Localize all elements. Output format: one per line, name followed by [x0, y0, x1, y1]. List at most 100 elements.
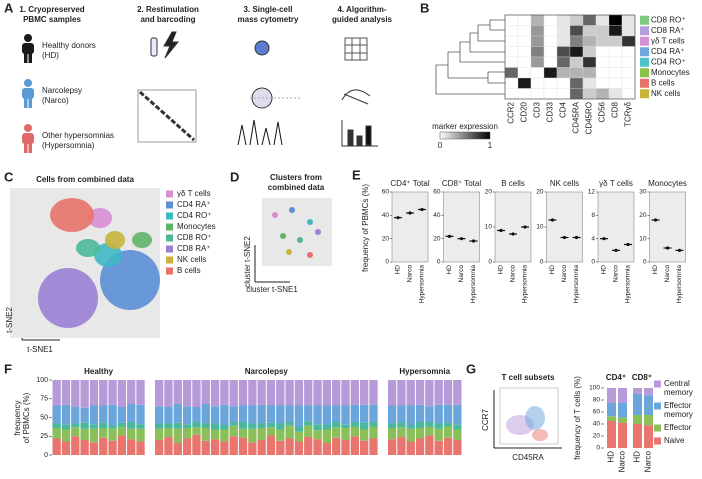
- heatmap-cell: [608, 35, 623, 47]
- stack-segment: [108, 428, 117, 441]
- y-tick-label: 10: [639, 235, 647, 242]
- stack-segment: [52, 405, 61, 424]
- stack-segment: [71, 423, 80, 428]
- x-tick-label: Narco: [458, 265, 465, 283]
- heatmap-cell: [543, 25, 558, 37]
- heatmap-cell: [569, 67, 584, 79]
- stack-segment: [136, 380, 145, 405]
- heatmap-cell: [569, 77, 584, 89]
- stack-segment: [313, 430, 322, 440]
- person-icon: [24, 143, 28, 153]
- x-tick-label: Narco: [561, 265, 568, 283]
- heatmap-cell: [556, 25, 571, 37]
- stack-segment: [108, 440, 117, 455]
- stack-segment: [304, 380, 313, 406]
- heatmap-cell: [504, 77, 519, 89]
- heatmap-cell: [608, 56, 623, 68]
- heatmap-cell: [504, 25, 519, 37]
- stack-segment: [71, 407, 80, 424]
- y-tick-label: 40: [593, 421, 601, 428]
- subpanel-title: Monocytes: [648, 179, 687, 188]
- heatmap-cell: [569, 35, 584, 47]
- y-tick-label: 75: [40, 396, 48, 403]
- stack-segment: [294, 431, 304, 442]
- x-tick-label: Hypersomnia: [419, 265, 426, 304]
- legend-label: CD8 RA⁺: [177, 244, 211, 253]
- stack-segment: [238, 437, 248, 455]
- legend-swatch: [640, 15, 649, 25]
- heatmap-cell: [595, 25, 610, 37]
- mean-dot: [626, 242, 630, 247]
- legend-label: γδ T cells: [177, 189, 211, 198]
- step-title: mass cytometry: [238, 15, 299, 24]
- y-tick-label: 12: [588, 189, 596, 196]
- legend-swatch: [654, 424, 661, 432]
- stack-segment: [607, 416, 616, 421]
- legend-label: memory: [664, 388, 693, 397]
- heatmap-cell: [556, 88, 571, 100]
- legend-label: Effector: [664, 423, 692, 432]
- stack-segment: [248, 380, 257, 406]
- stack-segment: [387, 439, 397, 455]
- stack-segment: [633, 415, 642, 424]
- stack-segment: [192, 434, 201, 455]
- stack-segment: [397, 437, 406, 455]
- stack-segment: [453, 429, 462, 440]
- stack-segment: [266, 405, 276, 423]
- stack-segment: [332, 427, 341, 438]
- stack-segment: [322, 425, 332, 430]
- group-label: (HD): [42, 51, 59, 60]
- stack-segment: [117, 427, 127, 436]
- stack-segment: [266, 435, 276, 455]
- mean-dot: [396, 216, 400, 220]
- y-tick-label: 0: [643, 259, 647, 266]
- axis-label: frequency: [13, 400, 22, 435]
- marker-label: CD3: [533, 101, 542, 118]
- group-label: (Hypersomnia): [42, 141, 95, 150]
- x-tick-label: Narco: [510, 265, 517, 283]
- heatmap-cell: [595, 88, 610, 100]
- axis-label: cluster t-SNE2: [243, 236, 252, 288]
- stack-segment: [99, 428, 108, 438]
- mean-dot: [420, 207, 424, 212]
- stack-segment: [238, 380, 248, 406]
- stack-segment: [332, 380, 341, 406]
- legend-label: CD8 RA⁺: [651, 26, 685, 35]
- stack-segment: [350, 436, 359, 455]
- stack-segment: [248, 428, 257, 443]
- step-title: 4. Algorithm-: [337, 5, 386, 14]
- stack-segment: [434, 428, 443, 441]
- stack-segment: [99, 437, 108, 455]
- plot-frame: [499, 387, 559, 445]
- mean-dot: [511, 232, 515, 236]
- stack-segment: [173, 428, 182, 443]
- stack-segment: [304, 405, 313, 422]
- stack-segment: [182, 406, 192, 425]
- stack-segment: [182, 424, 192, 428]
- stack-segment: [350, 404, 359, 422]
- stack-segment: [425, 426, 434, 436]
- heatmap-cell: [556, 56, 571, 68]
- y-tick-label: 60: [433, 189, 441, 196]
- stack-segment: [633, 394, 642, 415]
- legend-label: B cells: [651, 78, 675, 87]
- stack-segment: [360, 380, 369, 405]
- panel-label: B: [420, 0, 429, 15]
- legend-label: CD4 RA⁺: [651, 47, 685, 56]
- cluster-blob: [38, 268, 98, 328]
- person-icon: [22, 133, 34, 144]
- stack-segment: [117, 407, 127, 423]
- legend-label: CD8 RO⁺: [177, 233, 211, 242]
- stack-segment: [276, 405, 285, 424]
- stack-segment: [644, 415, 653, 426]
- person-icon: [24, 53, 28, 63]
- panel-title: T cell subsets: [502, 373, 555, 382]
- subpanel-title: CD4⁺ Total: [390, 179, 429, 188]
- stack-segment: [257, 428, 266, 440]
- stack-segment: [127, 439, 136, 455]
- stack-segment: [313, 380, 322, 406]
- heatmap-cell: [621, 46, 636, 58]
- mean-dot: [459, 237, 464, 241]
- person-icon: [24, 34, 32, 42]
- stack-segment: [164, 428, 173, 437]
